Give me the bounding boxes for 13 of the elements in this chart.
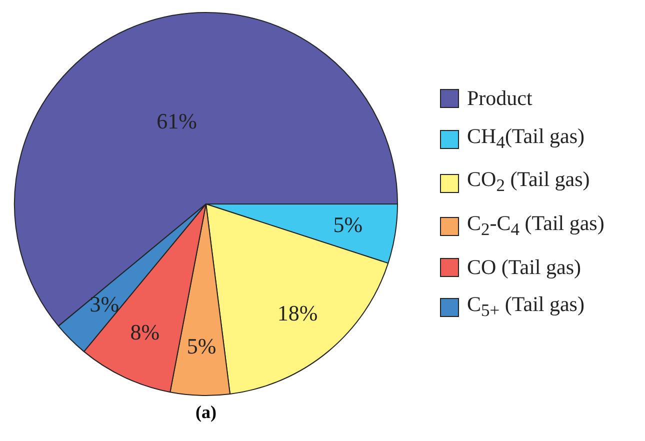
legend-label: C$_{2}$-C$_{4}$ (Tail gas) <box>467 210 604 242</box>
data-label: 5% <box>186 333 216 358</box>
legend-label: CO$_{2}$ (Tail gas) <box>467 166 590 198</box>
legend-label: CH$_{4}$(Tail gas) <box>467 122 585 154</box>
data-label: 3% <box>90 291 120 316</box>
legend-label: C$_{5+}$ (Tail gas) <box>467 291 584 322</box>
data-label: 8% <box>130 320 160 345</box>
data-label: 5% <box>333 212 363 238</box>
legend-label: Product <box>467 85 532 112</box>
legend-label: CO (Tail gas) <box>467 254 582 281</box>
data-label: 61% <box>156 108 197 134</box>
data-label: 18% <box>277 300 318 326</box>
text: (a) <box>194 402 218 423</box>
